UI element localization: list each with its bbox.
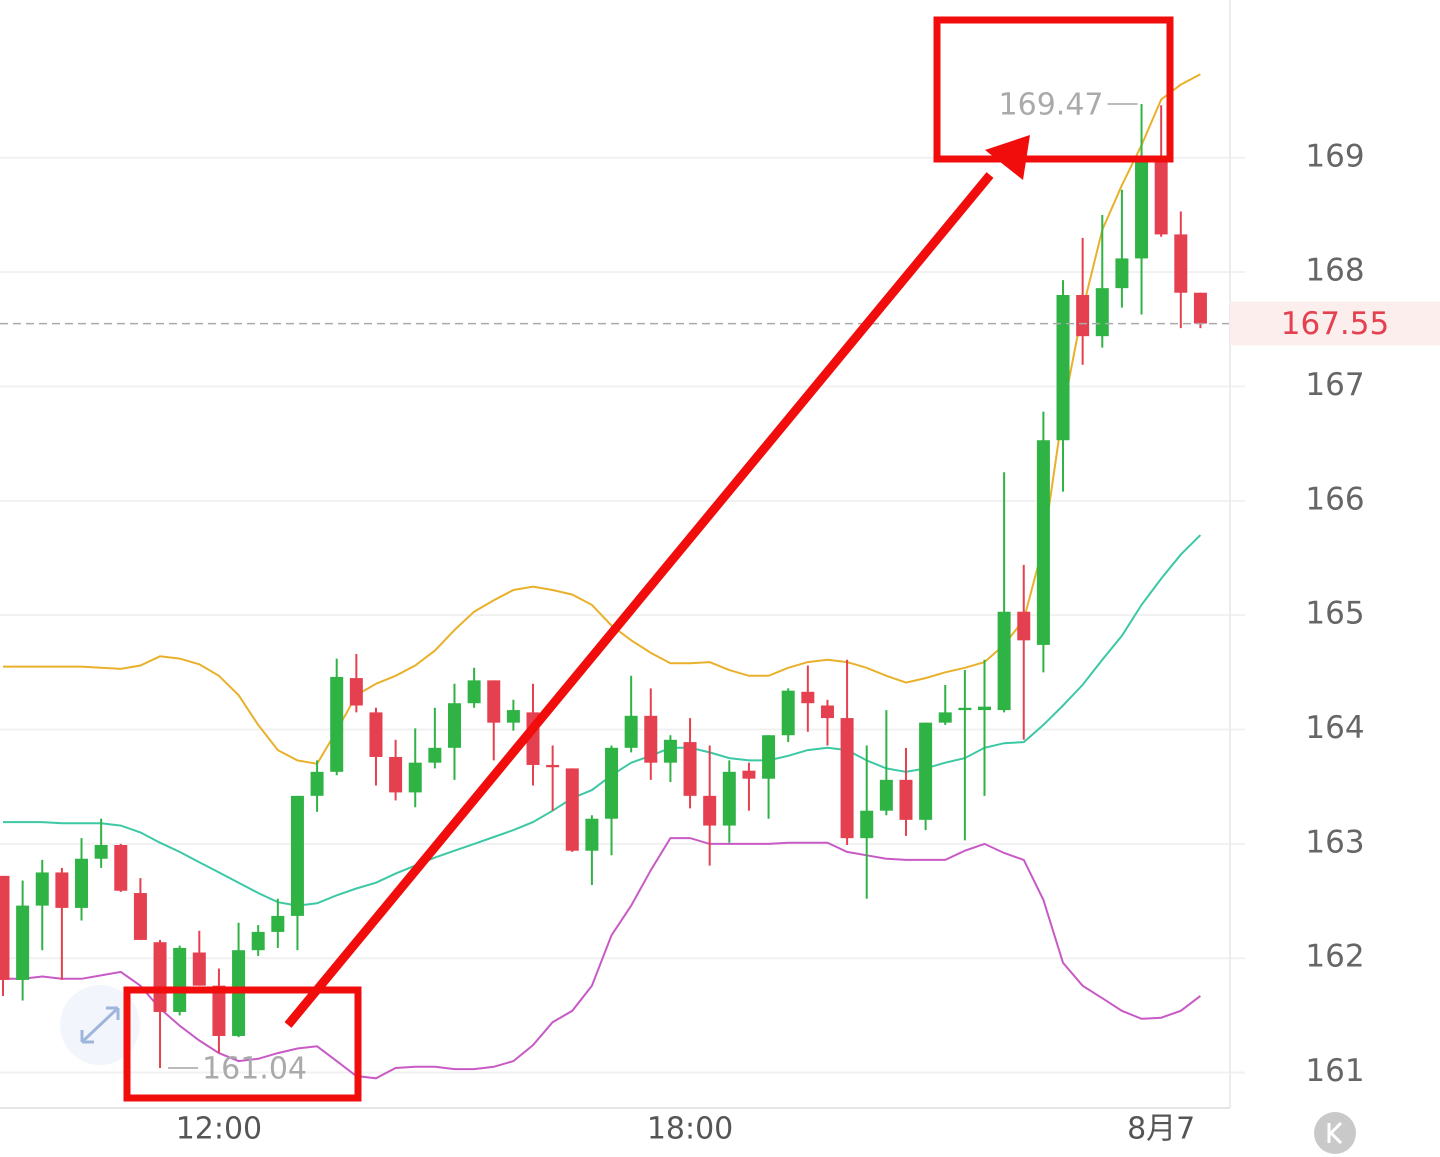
y-tick-label: 161 (1305, 1053, 1364, 1089)
candle-body (1095, 288, 1109, 337)
candle-body (879, 779, 893, 811)
candle-body (94, 845, 108, 859)
candle-body (75, 858, 89, 908)
x-tick-label: 18:00 (647, 1112, 733, 1147)
candle-body (16, 905, 30, 980)
candle-body (310, 771, 324, 796)
candle-body (978, 706, 991, 711)
y-tick-label: 164 (1305, 710, 1364, 746)
candle-body (428, 747, 442, 763)
candle-body (585, 818, 599, 851)
candle-body (1174, 234, 1188, 293)
candle-body (0, 875, 10, 980)
band-line (3, 837, 1202, 1080)
candle-body (742, 770, 756, 779)
candle-body (408, 762, 422, 793)
last-price-bg (1230, 301, 1440, 346)
candle-body (919, 722, 933, 820)
kline-button[interactable] (1314, 1112, 1356, 1154)
candle-body (133, 893, 147, 940)
candle-body (1135, 160, 1149, 259)
highlight-box (123, 986, 362, 1102)
kline-button-glyph (1327, 1121, 1343, 1145)
candle-body (1056, 295, 1070, 441)
candle-body (683, 742, 697, 796)
candle-body (663, 739, 677, 763)
candle-body (565, 768, 579, 851)
y-tick-label: 166 (1305, 481, 1364, 517)
candle-body (271, 915, 285, 932)
candle-body (958, 707, 972, 711)
candle-body (1115, 258, 1129, 289)
candle-body (781, 690, 795, 736)
y-tick-label: 167 (1305, 367, 1364, 403)
candle-body (330, 676, 344, 772)
candle-body (467, 680, 481, 704)
candle-body (801, 691, 815, 704)
y-tick-label: 162 (1305, 939, 1364, 975)
candle-body (938, 712, 952, 723)
candle-body (1154, 160, 1168, 235)
candle-body (840, 718, 854, 839)
candle-body (1076, 295, 1090, 337)
candle-body (251, 931, 265, 951)
high-label: 169.47 (999, 88, 1104, 123)
x-tick-label: 8月7 (1127, 1112, 1195, 1147)
expand-icon[interactable] (60, 985, 140, 1065)
candle-body (703, 795, 717, 826)
candle-body (820, 705, 834, 719)
y-tick-label: 168 (1305, 253, 1364, 289)
candle-body (506, 710, 520, 723)
candle-body (173, 947, 187, 1012)
highlight-box (933, 16, 1174, 163)
kline-button-bg (1314, 1112, 1356, 1154)
candle-body (290, 795, 304, 916)
y-tick-label: 169 (1305, 138, 1364, 174)
candle-body (369, 712, 383, 757)
candle-body (644, 715, 658, 763)
last-price-label: 167.55 (1281, 306, 1389, 342)
y-tick-label: 163 (1305, 824, 1364, 860)
candle-body (624, 715, 638, 748)
candle-body (153, 942, 167, 1012)
candle-body (55, 872, 69, 908)
candle-body (114, 845, 128, 891)
band-line (3, 534, 1202, 907)
candle-body (860, 810, 874, 839)
candle-body (762, 735, 776, 779)
candle-body (447, 703, 461, 748)
candle-body (35, 872, 49, 906)
plot-area: 169.47 161.04 (0, 73, 1245, 1086)
candle-body (1193, 292, 1207, 324)
candle-body (546, 764, 560, 768)
x-tick-label: 12:00 (176, 1112, 262, 1147)
candle-body (212, 985, 226, 1036)
arrow-shaft (284, 172, 994, 1028)
candle-body (192, 952, 206, 986)
candle-body (349, 678, 363, 706)
y-tick-label: 165 (1305, 596, 1364, 632)
expand-icon-glyph (80, 1006, 120, 1044)
candle-body (899, 779, 913, 820)
candle-body (722, 771, 736, 826)
candle-body (487, 680, 501, 723)
candle-body (389, 756, 403, 793)
candle-body (1017, 611, 1031, 641)
candle-body (605, 747, 619, 819)
candle-body (997, 611, 1011, 711)
arrow-head (985, 135, 1030, 180)
low-label: 161.04 (202, 1051, 307, 1086)
red-annotation (123, 16, 1174, 1102)
candle-body (1036, 440, 1050, 645)
